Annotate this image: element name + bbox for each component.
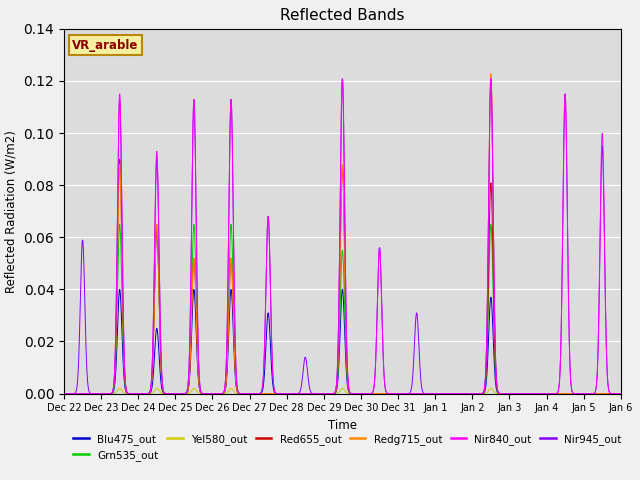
Blu475_out [602,391,609,396]
Title: Reflected Bands: Reflected Bands [280,9,404,24]
Redg715_out [573,391,580,396]
Line: Red655_out: Red655_out [64,159,621,394]
Nir840_out [499,391,506,396]
Yel580_out [573,391,580,396]
Line: Yel580_out: Yel580_out [64,388,621,394]
Red655_out [88,391,96,396]
Yel580_out [601,391,609,396]
Grn535_out [331,390,339,396]
Redg715_out [60,391,68,396]
Blu475_out [573,391,580,396]
Red655_out [331,390,339,396]
Nir945_out [331,390,339,396]
Nir840_out [331,390,339,396]
Nir945_out [617,391,625,396]
Nir840_out [60,391,68,396]
Grn535_out [602,391,609,396]
Grn535_out [499,391,506,396]
Blu475_out [316,391,324,396]
Legend: Blu475_out, Grn535_out, Yel580_out, Red655_out, Redg715_out, Nir840_out, Nir945_: Blu475_out, Grn535_out, Yel580_out, Red6… [69,430,625,465]
Redg715_out [316,391,324,396]
Red655_out [116,156,124,162]
Blu475_out [499,391,506,396]
Grn535_out [573,391,580,396]
Yel580_out [116,385,124,391]
Grn535_out [316,391,324,396]
Yel580_out [499,391,506,396]
Red655_out [617,391,625,396]
Line: Redg715_out: Redg715_out [64,73,621,394]
Blu475_out [88,391,96,396]
Redg715_out [602,391,609,396]
Grn535_out [601,391,609,396]
Red655_out [60,391,68,396]
Y-axis label: Reflected Radiation (W/m2): Reflected Radiation (W/m2) [5,130,18,293]
Red655_out [601,391,609,396]
Nir945_out [602,288,609,294]
Red655_out [499,391,506,396]
Yel580_out [60,391,68,396]
Nir945_out [601,271,609,276]
Yel580_out [88,391,96,396]
Nir840_out [316,391,324,396]
Redg715_out [487,71,495,76]
Nir945_out [316,391,324,396]
Nir945_out [499,391,507,396]
Nir945_out [450,391,458,396]
Yel580_out [316,391,324,396]
Yel580_out [617,391,625,396]
Line: Nir945_out: Nir945_out [64,79,621,394]
Nir840_out [487,76,495,82]
X-axis label: Time: Time [328,419,357,432]
Nir945_out [60,391,68,396]
Blu475_out [617,391,625,396]
Blu475_out [60,391,68,396]
Red655_out [573,391,580,396]
Red655_out [316,391,324,396]
Line: Grn535_out: Grn535_out [64,224,621,394]
Blu475_out [601,391,609,396]
Redg715_out [331,390,339,396]
Blu475_out [331,390,339,396]
Yel580_out [331,391,339,396]
Line: Nir840_out: Nir840_out [64,79,621,394]
Nir840_out [617,391,625,396]
Redg715_out [617,391,625,396]
Redg715_out [88,391,96,396]
Nir840_out [88,391,96,396]
Redg715_out [499,391,506,396]
Nir840_out [601,245,609,251]
Grn535_out [88,391,96,396]
Nir945_out [88,391,96,396]
Line: Blu475_out: Blu475_out [64,289,621,394]
Grn535_out [617,391,625,396]
Nir840_out [601,264,609,270]
Grn535_out [116,221,124,227]
Yel580_out [602,391,609,396]
Grn535_out [60,391,68,396]
Red655_out [602,391,609,396]
Redg715_out [601,391,609,396]
Nir945_out [487,76,495,82]
Blu475_out [116,287,124,292]
Text: VR_arable: VR_arable [72,39,139,52]
